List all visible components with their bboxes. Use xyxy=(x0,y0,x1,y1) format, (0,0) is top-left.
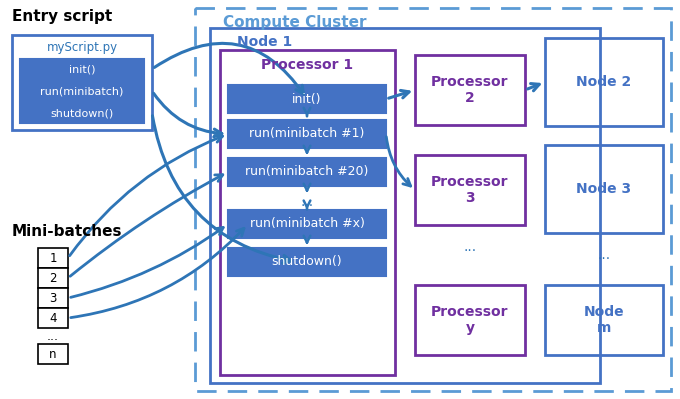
Text: Mini-batches: Mini-batches xyxy=(12,225,122,239)
Text: shutdown(): shutdown() xyxy=(272,255,342,269)
Text: 4: 4 xyxy=(49,312,56,324)
Text: ...: ... xyxy=(598,248,611,262)
Text: 2: 2 xyxy=(49,271,56,284)
FancyBboxPatch shape xyxy=(228,248,386,276)
FancyBboxPatch shape xyxy=(38,344,68,364)
Text: shutdown(): shutdown() xyxy=(50,108,114,118)
Text: run(minibatch #20): run(minibatch #20) xyxy=(245,166,369,178)
Text: Node 3: Node 3 xyxy=(577,182,632,196)
Text: init(): init() xyxy=(69,64,95,74)
Text: Compute Cluster: Compute Cluster xyxy=(223,14,367,30)
Text: myScript.py: myScript.py xyxy=(46,41,118,53)
FancyBboxPatch shape xyxy=(38,248,68,268)
FancyBboxPatch shape xyxy=(228,158,386,186)
Text: ...: ... xyxy=(301,195,313,209)
Text: Node 2: Node 2 xyxy=(577,75,632,89)
Text: ...: ... xyxy=(47,330,59,342)
FancyBboxPatch shape xyxy=(20,103,144,123)
FancyBboxPatch shape xyxy=(38,268,68,288)
FancyBboxPatch shape xyxy=(228,210,386,238)
Text: 1: 1 xyxy=(49,251,56,265)
FancyBboxPatch shape xyxy=(228,120,386,148)
Text: run(minibatch): run(minibatch) xyxy=(40,86,124,96)
FancyBboxPatch shape xyxy=(20,81,144,101)
Text: init(): init() xyxy=(292,93,322,105)
Text: Node
m: Node m xyxy=(583,305,624,335)
Text: ...: ... xyxy=(464,240,477,254)
FancyBboxPatch shape xyxy=(38,308,68,328)
Text: run(minibatch #x): run(minibatch #x) xyxy=(250,217,364,231)
Text: 3: 3 xyxy=(50,292,56,304)
Text: n: n xyxy=(49,348,56,361)
Text: Entry script: Entry script xyxy=(12,10,112,24)
FancyBboxPatch shape xyxy=(38,288,68,308)
Text: Node 1: Node 1 xyxy=(237,35,292,49)
Text: Processor
y: Processor y xyxy=(431,305,509,335)
Text: Processor
3: Processor 3 xyxy=(431,175,509,205)
Text: Processor 1: Processor 1 xyxy=(261,58,354,72)
Text: run(minibatch #1): run(minibatch #1) xyxy=(250,128,364,140)
FancyBboxPatch shape xyxy=(228,85,386,113)
Text: Processor
2: Processor 2 xyxy=(431,75,509,105)
FancyBboxPatch shape xyxy=(20,59,144,79)
